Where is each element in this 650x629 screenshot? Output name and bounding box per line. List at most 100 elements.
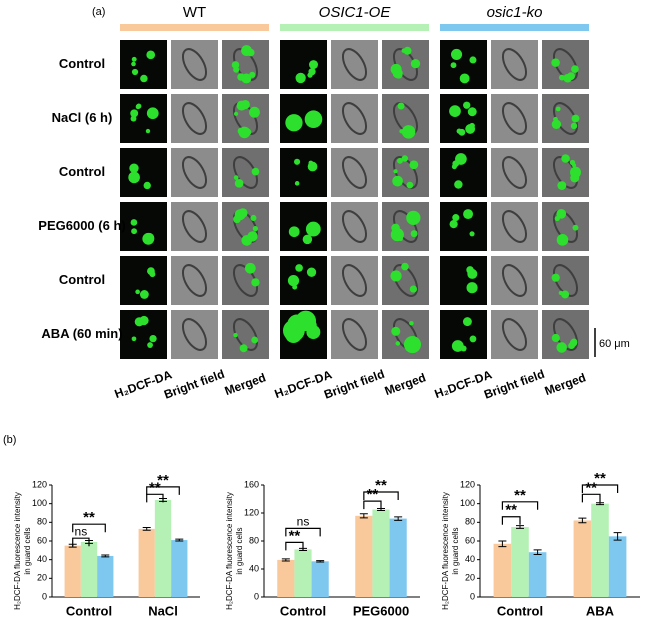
micrograph [440,256,487,305]
fluorescence [463,209,474,220]
group-label: osic1-ko [487,4,543,21]
group-label: WT [183,4,206,21]
micrograph [331,94,378,143]
error-bar [101,554,110,558]
fluorescence [571,163,577,168]
fluorescence [147,267,155,276]
fluorescence [570,122,578,130]
column-label: Bright field [482,367,546,402]
micrograph [331,202,378,251]
fluorescence [456,128,462,134]
fluorescence [233,175,239,180]
fluorescence [144,232,155,244]
panel-label: (a) [92,6,105,18]
y-tick-label: 80 [249,535,259,545]
bar [80,541,98,597]
error-bar [142,526,151,531]
fluorescence [147,342,153,348]
fluorescence [409,320,414,326]
y-tick-label: 0 [470,591,475,601]
micrograph [491,256,538,305]
bar [277,559,295,597]
y-tick-label: 40 [37,554,47,564]
fluorescence [449,220,458,229]
guard-cell [181,210,208,243]
fluorescence [306,267,317,277]
y-tick-label: 120 [32,479,47,489]
micrograph [171,202,218,251]
fluorescence [462,317,472,327]
fluorescence [452,214,460,222]
error-bar [613,532,622,541]
y-axis-label: H₂DCF-DA fluorescence intensity [225,492,234,610]
guard-cell [501,48,528,81]
guard-cell [501,156,528,189]
bar [591,503,609,597]
significance-bracket [146,493,164,503]
micrograph [171,94,218,143]
bar [608,536,627,597]
fluorescence [305,221,321,237]
column-label: Merged [383,370,428,398]
fluorescence [397,102,405,110]
group-bar [120,24,269,31]
fluorescence [451,340,464,352]
micrograph [440,94,487,143]
bar [154,499,172,597]
fluorescence [149,334,157,343]
guard-cell [552,264,579,297]
significance-bracket [146,486,180,495]
fluorescence [551,58,560,67]
column-label: Merged [543,370,588,398]
guard-cell [501,318,528,351]
fluorescence [233,332,238,338]
micrograph [331,148,378,197]
bar [294,549,312,597]
y-tick-label: 0 [42,591,47,601]
significance-bracket [285,527,321,537]
micrograph [382,148,429,197]
fluorescence [571,114,580,123]
guard-cell [232,318,259,351]
y-axis-label: H₂DCF-DA fluorescence intensity [13,492,22,610]
fluorescence [463,101,471,109]
fluorescence [563,73,573,83]
fluorescence [401,48,406,53]
fluorescence [244,262,256,274]
guard-cell [341,102,368,135]
guard-cell [341,264,368,297]
significance-label: ** [157,472,169,489]
x-tick-label: Control [280,603,326,618]
micrograph [120,148,167,197]
y-tick-label: 120 [460,479,475,489]
fluorescence [556,342,567,353]
fluorescence [551,273,560,282]
fluorescence [291,336,297,343]
fluorescence [465,124,476,134]
guard-cell [341,48,368,81]
y-axis-label: in guard cells [23,527,32,574]
fluorescence [397,157,403,164]
bar [171,540,188,597]
fluorescence [557,181,567,190]
guard-cell [341,210,368,243]
fluorescence [233,66,240,73]
y-tick-label: 0 [254,591,259,601]
fluorescence [131,68,139,76]
guard-cell [392,264,419,297]
y-tick-label: 60 [465,535,475,545]
fluorescence [139,290,149,299]
fluorescence [401,155,409,162]
fluorescence [390,270,402,282]
significance-label: ** [594,470,606,487]
fluorescence [398,236,403,241]
fluorescence [234,178,244,188]
fluorescence [469,231,475,237]
guard-cell [181,264,208,297]
y-tick-label: 40 [465,554,475,564]
fluorescence [449,105,461,118]
fluorescence [304,110,323,129]
column-label: Merged [223,370,268,398]
y-tick-label: 100 [460,498,475,508]
